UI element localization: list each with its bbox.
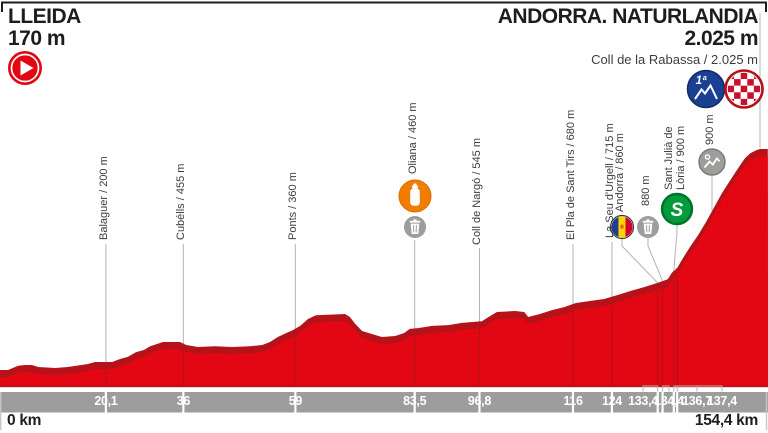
axis-start-label: 0 km <box>7 412 42 429</box>
start-name: LLEIDA <box>8 5 81 28</box>
waypoint-label: Coll de Nargó / 545 m <box>471 138 483 245</box>
waypoint-label: Sant Julià de Lòria / 900 m <box>663 125 687 190</box>
axis-tick-label: 96,8 <box>467 394 492 408</box>
category-1-climb-icon: 1ª <box>686 69 726 109</box>
waypoint-label: Balaguer / 200 m <box>98 156 110 240</box>
andorra-flag-icon <box>609 214 635 240</box>
svg-text:1ª: 1ª <box>696 75 707 87</box>
waypoint-label: Cubélls / 455 m <box>175 163 187 240</box>
trash-icon <box>643 223 653 234</box>
summit-label: Coll de la Rabassa / 2.025 m <box>591 52 758 67</box>
axis-tick-label: 116 <box>563 394 583 408</box>
distance-axis-bar <box>0 392 768 430</box>
axis-end-label: 154,4 km <box>694 412 758 429</box>
axis-tick-label: 133,4 <box>628 394 658 408</box>
start-elevation: 170 m <box>8 27 66 50</box>
waypoint-label: 880 m <box>640 175 652 206</box>
profile-fill <box>0 156 768 387</box>
svg-text:S: S <box>671 200 684 221</box>
axis-tick-label: 59 <box>288 394 303 408</box>
axis-tick-label: 134,4 <box>654 394 684 408</box>
finish-elevation: 2.025 m <box>684 27 758 50</box>
finish-name: ANDORRA. NATURLANDIA <box>497 5 759 28</box>
axis-tick-label: 83,5 <box>403 394 427 408</box>
finish-checkered-icon <box>724 69 764 109</box>
slope-marker-icon <box>698 148 726 176</box>
sprint-icon: S <box>660 192 694 226</box>
start-icon <box>8 51 42 85</box>
bottle-icon <box>410 188 420 206</box>
mountain-icon <box>694 83 718 100</box>
top-frame-line <box>1 1 767 12</box>
waypoint-gridlines <box>105 175 723 392</box>
feed-zone-icon <box>398 179 432 213</box>
waypoint-label: 900 m <box>704 114 716 145</box>
litter-zone-icon <box>637 216 659 238</box>
waypoint-label: El Pla de Sant Tirs / 680 m <box>565 109 577 240</box>
axis-tick-label: 20,1 <box>94 394 118 408</box>
waypoint-label: Andorra / 860 m <box>614 133 626 212</box>
axis-tick-label: 36 <box>176 394 191 408</box>
waypoint-label: Ponts / 360 m <box>287 172 299 240</box>
axis-tick-label: 137,4 <box>707 394 737 408</box>
axis-tick-label: 124 <box>601 394 622 408</box>
km-bar <box>0 392 768 413</box>
axis-tick-label: 136,7 <box>682 394 712 408</box>
litter-zone-icon <box>404 216 426 238</box>
elevation-profile-area <box>0 149 768 388</box>
trash-icon <box>410 223 420 234</box>
waypoint-label: Oliana / 460 m <box>407 102 419 174</box>
play-icon <box>20 60 34 76</box>
gradient-zigzag-icon <box>703 156 721 169</box>
